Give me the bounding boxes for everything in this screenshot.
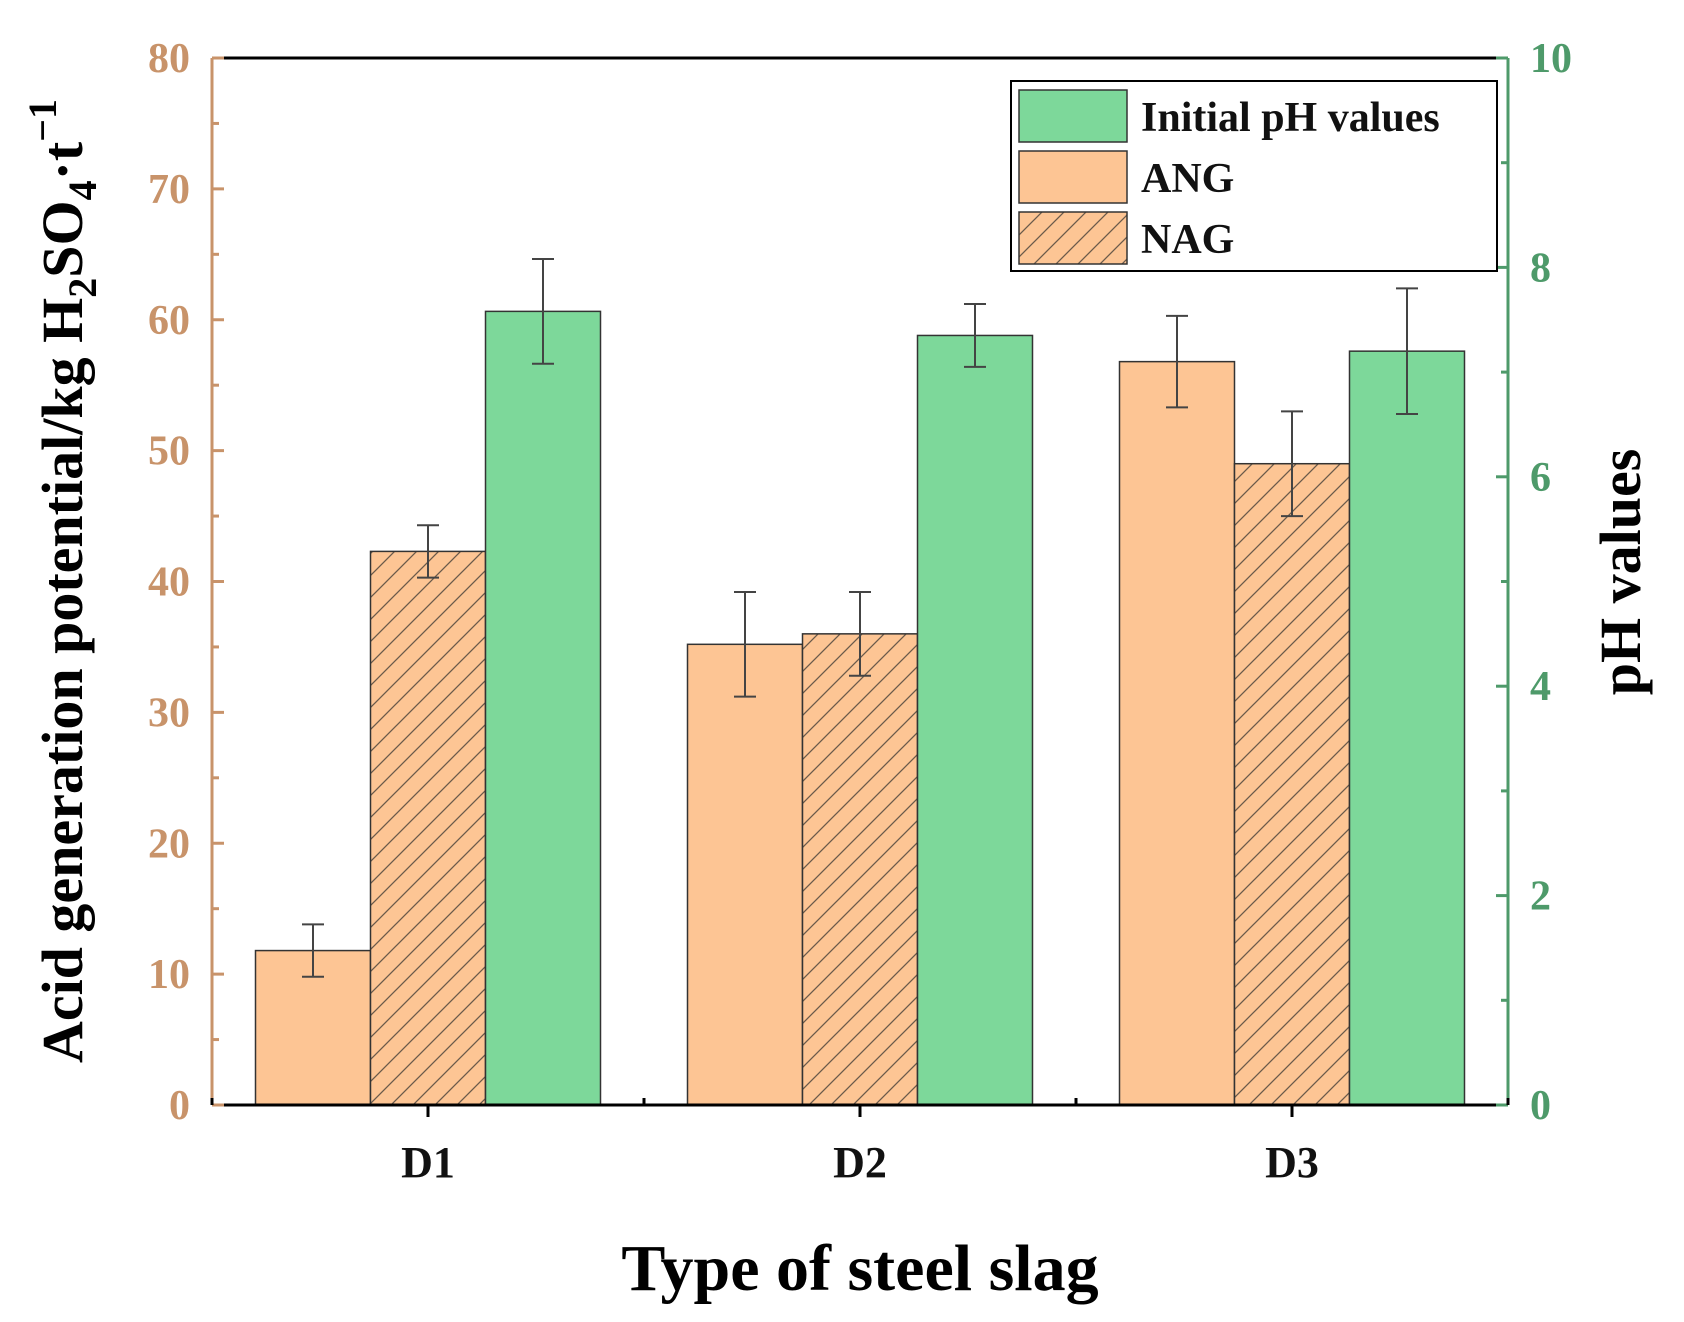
bar-initial-ph-values-d1 bbox=[484, 310, 602, 1106]
y-left-label-mid: SO bbox=[30, 200, 95, 277]
legend-label-nag: NAG bbox=[1141, 217, 1234, 263]
y-left-tick-label: 0 bbox=[169, 1083, 190, 1129]
y-axis-left-label: Acid generation potential/kg H2SO4·t−1 bbox=[20, 99, 105, 1063]
x-axis-label: Type of steel slag bbox=[621, 1232, 1098, 1305]
bar-ang-d2 bbox=[686, 643, 804, 1106]
y-right-tick-label: 6 bbox=[1530, 455, 1551, 501]
y-left-tick-label: 10 bbox=[148, 952, 190, 998]
y-left-tick-label: 20 bbox=[148, 821, 190, 867]
bar-ang-d3 bbox=[1118, 360, 1236, 1106]
left-axis-ticks: 0 10 20 30 40 50 60 70 80 bbox=[148, 36, 224, 1129]
error-bars-layer bbox=[302, 258, 1418, 978]
y-right-tick-label: 0 bbox=[1530, 1083, 1551, 1129]
x-tick-label: D3 bbox=[1265, 1138, 1319, 1187]
y-right-tick-label: 8 bbox=[1530, 245, 1551, 291]
bar-initial-ph-values-d3 bbox=[1348, 350, 1466, 1106]
y-left-tick-label: 60 bbox=[148, 298, 190, 344]
x-tick-label: D2 bbox=[833, 1138, 887, 1187]
legend-swatch-ang bbox=[1018, 150, 1128, 204]
y-left-tick-label: 70 bbox=[148, 167, 190, 213]
right-axis-ticks: 0 2 4 6 8 10 bbox=[1496, 36, 1572, 1129]
bar-initial-ph-values-d2 bbox=[916, 334, 1034, 1106]
y-left-tick-label: 40 bbox=[148, 560, 190, 606]
y-left-label-main: Acid generation potential/kg H bbox=[30, 298, 95, 1063]
y-left-label-sup: −1 bbox=[20, 99, 65, 142]
bar-nag-d1 bbox=[369, 550, 487, 1106]
legend-swatch-nag bbox=[1018, 211, 1128, 265]
y-left-tick-label: 30 bbox=[148, 690, 190, 736]
x-tick-label: D1 bbox=[401, 1138, 455, 1187]
x-axis-ticks: D1 D2 D3 bbox=[210, 1098, 1510, 1187]
y-axis-right-label: pH values bbox=[1588, 449, 1653, 696]
legend-swatch-ph bbox=[1018, 89, 1128, 143]
y-left-label-sub2: 4 bbox=[60, 180, 105, 200]
legend-label-ph: Initial pH values bbox=[1141, 95, 1440, 141]
y-right-tick-label: 4 bbox=[1530, 664, 1551, 710]
y-left-tick-label: 50 bbox=[148, 429, 190, 475]
legend: Initial pH values ANG NAG bbox=[1010, 80, 1498, 272]
y-left-tick-label: 80 bbox=[148, 36, 190, 82]
y-right-tick-label: 2 bbox=[1530, 874, 1551, 920]
bar-nag-d3 bbox=[1233, 462, 1351, 1106]
legend-label-ang: ANG bbox=[1141, 156, 1234, 202]
y-right-tick-label: 10 bbox=[1530, 36, 1572, 82]
y-left-label-tail: ·t bbox=[30, 141, 95, 180]
y-left-label-sub1: 2 bbox=[60, 278, 105, 298]
bars-layer bbox=[254, 310, 1466, 1106]
bar-nag-d2 bbox=[801, 633, 919, 1106]
